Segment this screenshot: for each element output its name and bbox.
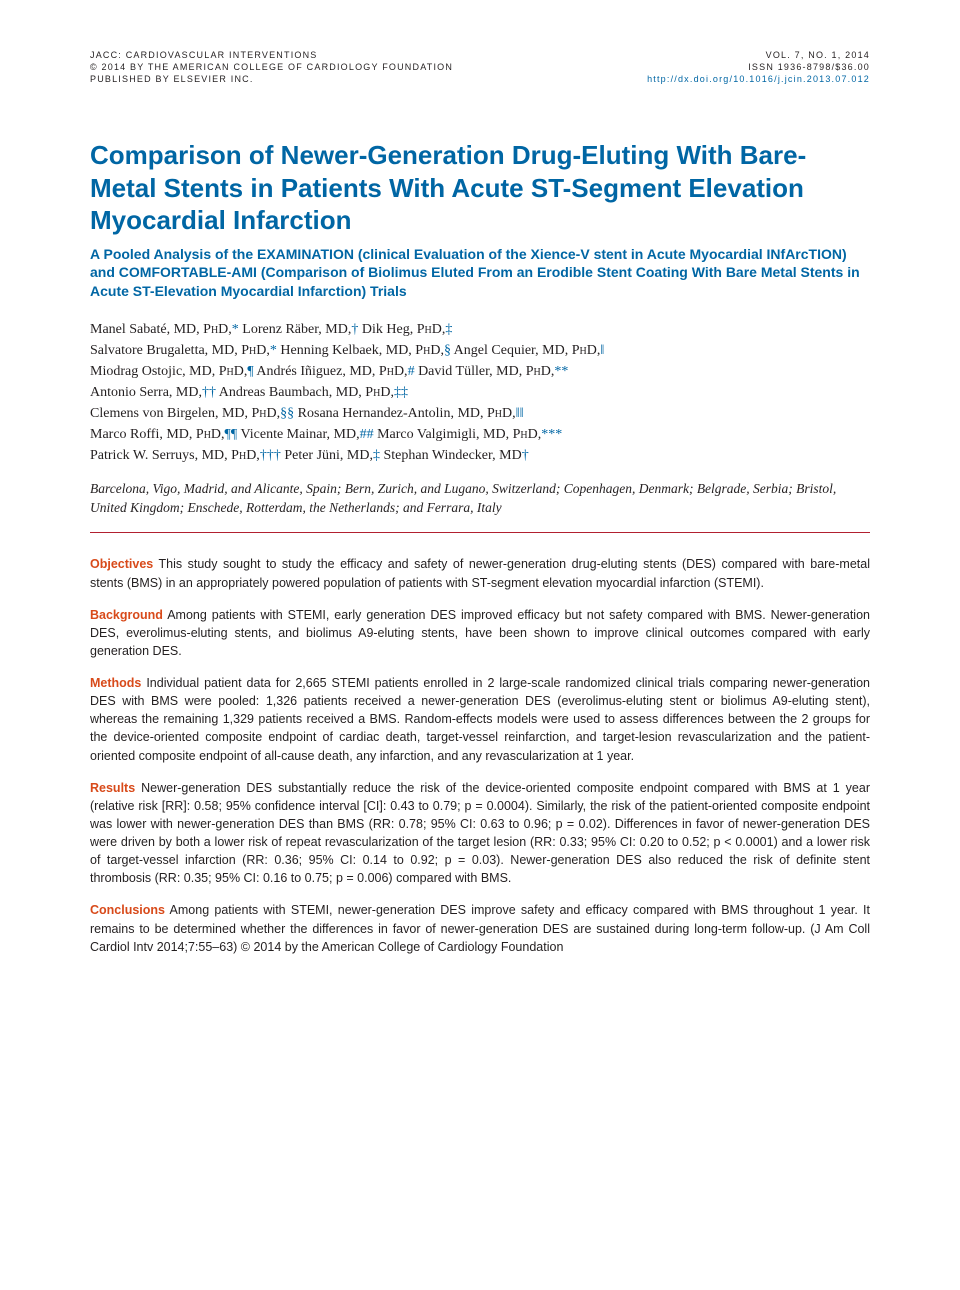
volume-info: VOL. 7, NO. 1, 2014 <box>766 50 870 60</box>
background-label: Background <box>90 608 163 622</box>
abstract-methods: Methods Individual patient data for 2,66… <box>90 674 870 765</box>
copyright-text: © 2014 BY THE AMERICAN COLLEGE OF CARDIO… <box>90 62 453 72</box>
author-list: Manel Sabaté, MD, PhD,* Lorenz Räber, MD… <box>90 319 870 466</box>
abstract-results: Results Newer-generation DES substantial… <box>90 779 870 888</box>
affiliations-text: Barcelona, Vigo, Madrid, and Alicante, S… <box>90 480 870 518</box>
header-row-2: © 2014 BY THE AMERICAN COLLEGE OF CARDIO… <box>90 62 870 72</box>
article-title: Comparison of Newer-Generation Drug-Elut… <box>90 139 870 237</box>
abstract-conclusions: Conclusions Among patients with STEMI, n… <box>90 901 870 955</box>
divider-rule <box>90 532 870 534</box>
methods-text: Individual patient data for 2,665 STEMI … <box>90 676 870 763</box>
results-text: Newer-generation DES substantially reduc… <box>90 781 870 886</box>
background-text: Among patients with STEMI, early generat… <box>90 608 870 658</box>
abstract-background: Background Among patients with STEMI, ea… <box>90 606 870 660</box>
objectives-label: Objectives <box>90 557 153 571</box>
article-subtitle: A Pooled Analysis of the EXAMINATION (cl… <box>90 245 870 302</box>
doi-link[interactable]: http://dx.doi.org/10.1016/j.jcin.2013.07… <box>647 74 870 84</box>
methods-label: Methods <box>90 676 141 690</box>
publisher-text: PUBLISHED BY ELSEVIER INC. <box>90 74 254 84</box>
header-row-3: PUBLISHED BY ELSEVIER INC. http://dx.doi… <box>90 74 870 84</box>
journal-name: JACC: CARDIOVASCULAR INTERVENTIONS <box>90 50 318 60</box>
issn-text: ISSN 1936-8798/$36.00 <box>748 62 870 72</box>
objectives-text: This study sought to study the efficacy … <box>90 557 870 589</box>
conclusions-text: Among patients with STEMI, newer-generat… <box>90 903 870 953</box>
abstract-objectives: Objectives This study sought to study th… <box>90 555 870 591</box>
results-label: Results <box>90 781 135 795</box>
conclusions-label: Conclusions <box>90 903 165 917</box>
header-row-1: JACC: CARDIOVASCULAR INTERVENTIONS VOL. … <box>90 50 870 60</box>
